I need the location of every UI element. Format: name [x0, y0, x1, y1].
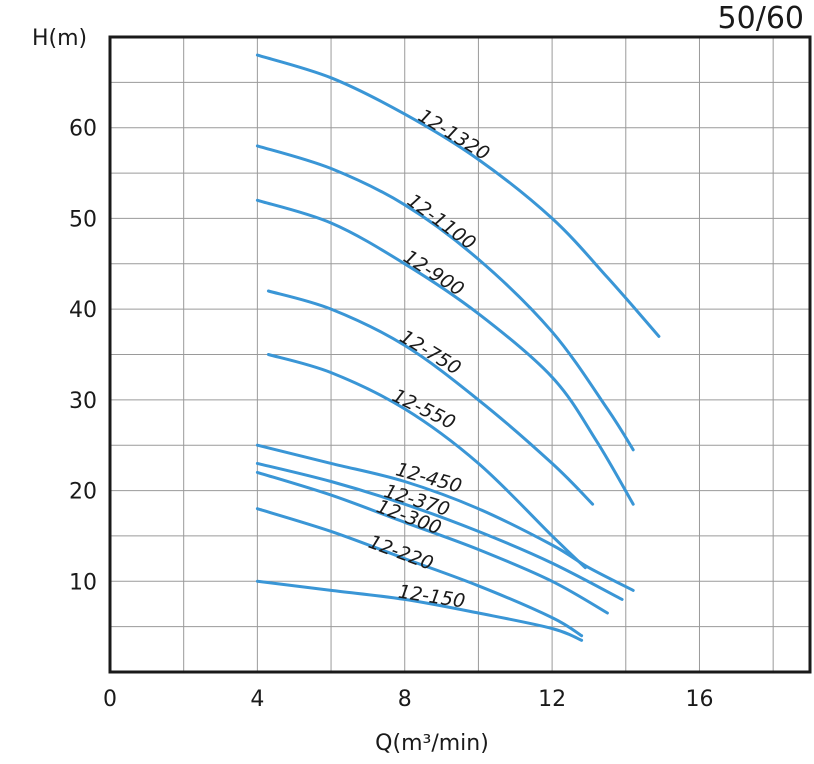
x-tick-label: 4 [250, 687, 264, 712]
y-tick-label: 40 [69, 298, 97, 323]
series-line-12-750 [266, 289, 595, 506]
y-tick-label: 50 [69, 207, 97, 232]
series-line-12-450 [255, 443, 635, 592]
curves [255, 53, 661, 642]
curve-label-12-150: 12-150 [397, 581, 467, 613]
series-line-12-900 [255, 198, 635, 506]
grid [110, 37, 810, 672]
series-line-12-1320 [255, 53, 661, 338]
y-tick-label: 20 [69, 480, 97, 505]
y-tick-label: 60 [69, 117, 97, 142]
curve-label-12-550: 12-550 [389, 385, 459, 434]
series-line-12-1100 [255, 144, 635, 452]
corner-label: 50/60 [718, 1, 804, 36]
x-tick-label: 0 [103, 687, 117, 712]
y-axis-title: H(m) [32, 26, 87, 51]
curve-label-12-220: 12-220 [365, 531, 436, 575]
x-axis-title: Q(m³/min) [375, 731, 489, 756]
plot-frame [108, 35, 812, 674]
series-line-12-550 [266, 353, 587, 570]
x-tick-label: 8 [398, 687, 412, 712]
x-tick-label: 12 [538, 687, 566, 712]
curve-label-12-1100: 12-1100 [403, 190, 480, 255]
y-tick-label: 30 [69, 389, 97, 414]
series-line-12-370 [255, 461, 624, 601]
series-line-12-150 [255, 579, 584, 642]
curve-label-12-900: 12-900 [399, 246, 467, 301]
tick-labels: 0 4 8 12 16 10 20 30 40 50 60 [69, 117, 713, 712]
curve-label-12-750: 12-750 [396, 326, 465, 380]
x-tick-label: 16 [685, 687, 713, 712]
curve-labels: 12-132012-110012-90012-75012-55012-45012… [365, 105, 493, 613]
series-line-12-220 [255, 507, 584, 638]
curve-label-12-1320: 12-1320 [414, 105, 493, 165]
series-line-12-300 [255, 470, 609, 615]
y-tick-label: 10 [69, 570, 97, 595]
